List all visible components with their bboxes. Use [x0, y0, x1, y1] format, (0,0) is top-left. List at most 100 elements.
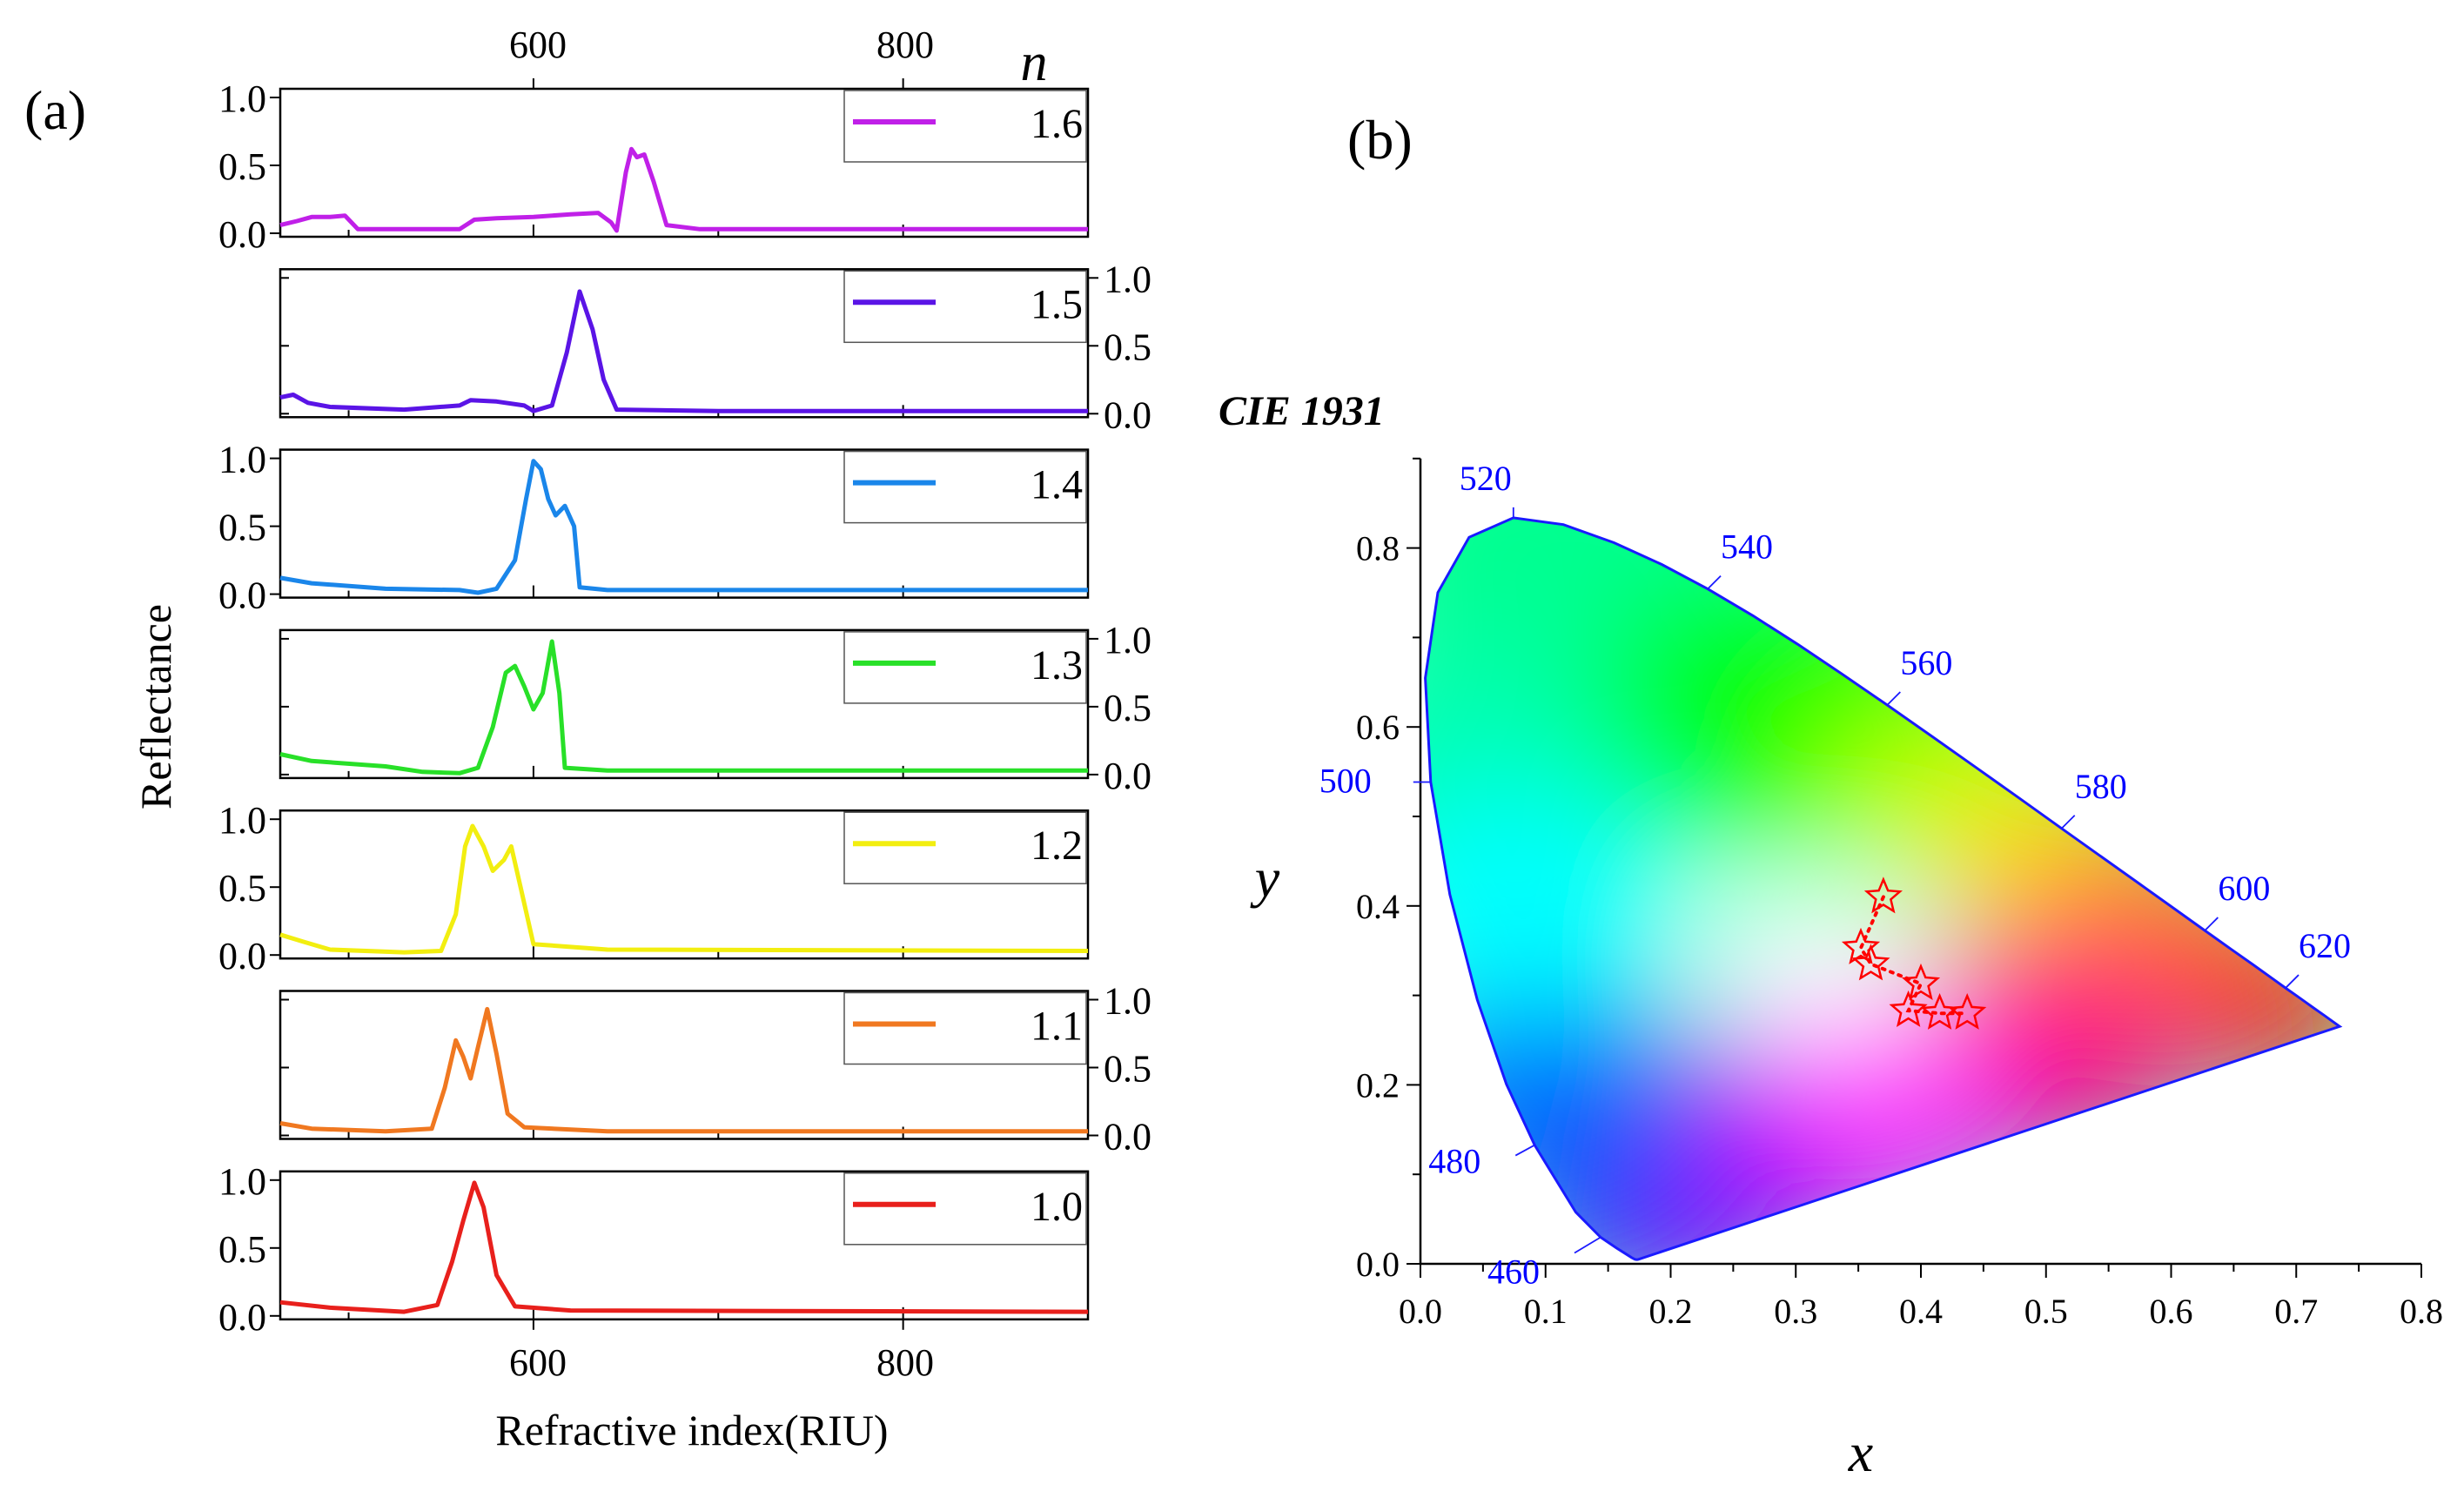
- y-tick-label: 1.0: [1104, 619, 1151, 662]
- y-tick-label: 0.5: [218, 1228, 266, 1271]
- y-tick-label: 1.0: [1104, 258, 1151, 300]
- subplot-frame: [279, 448, 1090, 599]
- y-tick-label: 0.5: [1104, 1048, 1151, 1091]
- cie-x-tick-label: 0.3: [1774, 1292, 1817, 1331]
- cie-x-tick-label: 0.5: [2024, 1292, 2068, 1331]
- wavelength-label: 560: [1900, 643, 1952, 682]
- legend-label: 1.2: [1031, 823, 1083, 869]
- bottom-x-tick: 800: [876, 1341, 934, 1384]
- gamut-blob: [1695, 897, 1846, 1004]
- chromaticity-star-marker: [1863, 876, 1903, 914]
- subplot-frame: [279, 809, 1090, 960]
- cie-x-tick-label: 0.2: [1649, 1292, 1693, 1331]
- legend-label: 1.3: [1031, 642, 1083, 688]
- y-tick-label: 1.0: [1104, 980, 1151, 1023]
- legend-box: [843, 811, 1087, 884]
- y-tick-label: 1.0: [218, 799, 266, 842]
- spectrum-line-n-1.2: [279, 823, 1089, 955]
- y-tick-label: 0.5: [1104, 687, 1151, 729]
- cie-axes: 0.0 0.1 0.2 0.3 0.4 0.5 0.6 0.7 0.8 0.0 0.2 0.4 0.6 0…: [1356, 457, 2443, 1331]
- chromaticity-star-marker: [1841, 927, 1881, 964]
- y-tick-label: 0.0: [218, 1296, 266, 1339]
- legend-box: [843, 270, 1087, 344]
- wavelength-label: 500: [1319, 762, 1372, 801]
- y-tick-label: 0.5: [1104, 326, 1151, 368]
- wavelength-label: 480: [1428, 1142, 1480, 1181]
- cie-y-axis-title: y: [1250, 847, 1280, 909]
- spectrum-line-n-1.5: [279, 289, 1088, 413]
- legend-label: 1.0: [1031, 1184, 1083, 1230]
- spectrum-line-n-1.4: [279, 459, 1088, 595]
- chromaticity-trajectory: [1858, 895, 1970, 1016]
- cie-x-tick-label: 0.4: [1899, 1292, 1943, 1331]
- wavelength-tick: [1707, 574, 1722, 590]
- spectrum-line-n-1.0: [279, 1180, 1089, 1314]
- cie-1931-diagram: CIE 1931 0.0 0.1 0.2 0.3 0.4 0.5 0.6 0.7 0.80.00…: [1219, 388, 2443, 1483]
- subplot-frame: [279, 628, 1090, 780]
- legend-header-n: n: [1021, 33, 1048, 92]
- y-tick-label: 0.0: [1104, 1116, 1151, 1159]
- cie-y-tick-label: 0.4: [1356, 887, 1400, 926]
- cie-x-tick-label: 0.8: [2400, 1292, 2443, 1331]
- y-tick-label: 1.0: [218, 439, 266, 481]
- wavelength-label: 600: [2218, 869, 2270, 908]
- spectral-locus: [1424, 516, 2343, 1261]
- wavelength-tick: [1886, 691, 1901, 706]
- panel-b-label: (b): [1347, 109, 1413, 171]
- wavelength-label: 540: [1721, 527, 1773, 567]
- wavelength-tick: [2285, 974, 2300, 989]
- legend-label: 1.4: [1031, 462, 1083, 508]
- cie-x-tick-label: 0.6: [2150, 1292, 2193, 1331]
- wavelength-tick: [1514, 1144, 1535, 1157]
- chromaticity-star-marker: [1889, 990, 1928, 1027]
- y-tick-label: 1.0: [218, 77, 266, 120]
- cie-title: CIE 1931: [1219, 388, 1385, 434]
- cie-x-tick-label: 0.7: [2274, 1292, 2318, 1331]
- y-tick-label: 0.0: [1104, 393, 1151, 436]
- top-x-tick: 600: [509, 24, 567, 66]
- wavelength-label: 520: [1460, 459, 1512, 498]
- spectrum-line-n-1.3: [279, 639, 1088, 776]
- legend-box: [843, 631, 1087, 704]
- y-axis-title: Reflectance: [131, 604, 180, 809]
- chromaticity-star-marker: [1851, 944, 1890, 981]
- subplot-frame: [279, 268, 1090, 419]
- y-tick-label: 0.5: [218, 145, 266, 188]
- subplot-frame: [279, 87, 1090, 238]
- legend-label: 1.1: [1031, 1004, 1083, 1050]
- legend-box: [843, 90, 1087, 163]
- y-tick-label: 0.0: [1104, 755, 1151, 797]
- chromaticity-star-marker: [1901, 963, 1941, 1001]
- wavelength-labels: 460 480 500 520 540 560 580 600 620: [1319, 459, 2351, 1292]
- spectrum-line-n-1.1: [279, 1006, 1088, 1134]
- wavelength-label: 580: [2075, 767, 2127, 806]
- spectrum-line-n-1.6: [279, 146, 1088, 233]
- cie-y-tick-label: 0.6: [1356, 708, 1400, 747]
- top-x-tick: 800: [876, 24, 934, 66]
- legend-label: 1.5: [1031, 281, 1083, 327]
- chromaticity-points: [1841, 876, 1987, 1030]
- y-tick-label: 0.0: [218, 935, 266, 977]
- cie-x-axis-title: x: [1848, 1421, 1873, 1483]
- panel-a-label: (a): [24, 79, 86, 141]
- cie-x-tick-label: 0.0: [1399, 1292, 1442, 1331]
- subplot-frame: [279, 990, 1090, 1140]
- legend-box: [843, 991, 1087, 1065]
- reflectance-spectra-panel: 600 800 n Reflectance Refractive index(R…: [131, 24, 1151, 1454]
- x-axis-title: Refractive index(RIU): [495, 1406, 888, 1454]
- y-tick-label: 0.0: [218, 574, 266, 617]
- legend-label: 1.6: [1031, 101, 1083, 147]
- chromaticity-star-marker: [1948, 992, 1987, 1030]
- y-tick-label: 0.5: [218, 507, 266, 549]
- legend-box: [843, 450, 1087, 524]
- wavelength-label: 460: [1487, 1252, 1540, 1291]
- wavelength-tick: [2204, 917, 2219, 931]
- wavelength-tick: [2061, 815, 2076, 829]
- legend-box: [843, 1172, 1087, 1246]
- bottom-x-tick: 600: [509, 1341, 567, 1384]
- wavelength-tick: [1574, 1236, 1601, 1254]
- cie-x-tick-label: 0.1: [1524, 1292, 1568, 1331]
- cie-y-tick-label: 0.2: [1356, 1065, 1400, 1105]
- y-tick-label: 0.5: [218, 867, 266, 910]
